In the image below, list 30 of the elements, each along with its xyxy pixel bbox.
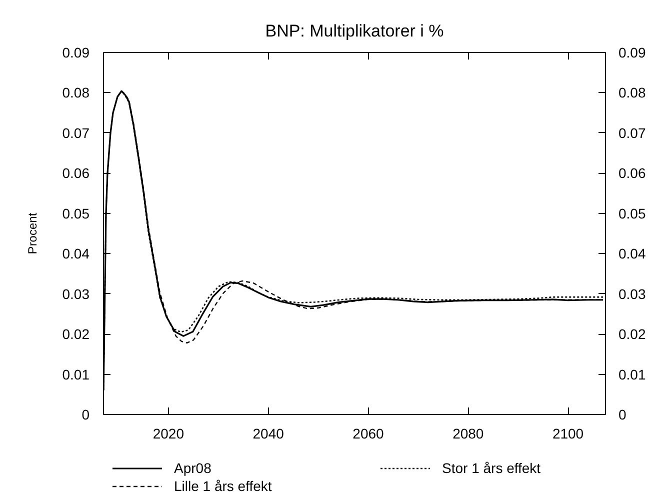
y-tick-label: 0.02 <box>62 326 90 342</box>
y-tick-label: 0 <box>82 406 90 422</box>
legend-label: Apr08 <box>174 460 212 476</box>
y-tick-label: 0.09 <box>62 44 90 60</box>
y2-tick-label: 0.03 <box>618 286 646 302</box>
y2-tick-label: 0.05 <box>618 205 646 222</box>
x-tick-label: 2080 <box>452 426 484 442</box>
legend-label: Stor 1 års effekt <box>442 460 542 476</box>
y-tick-label: 0.07 <box>62 124 90 141</box>
y2-tick-label: 0 <box>618 406 626 422</box>
x-tick-label: 2100 <box>552 426 584 442</box>
y-tick-label: 0.03 <box>62 286 90 302</box>
y-tick-label: 0.05 <box>62 205 90 222</box>
y-tick-label: 0.08 <box>62 84 90 101</box>
y2-tick-label: 0.07 <box>618 124 646 141</box>
chart-title: BNP: Multiplikatorer i % <box>265 22 444 40</box>
y-tick-label: 0.06 <box>62 165 90 182</box>
y2-tick-label: 0.01 <box>618 366 646 382</box>
y-axis-title: Procent <box>25 212 40 254</box>
y-tick-label: 0.01 <box>62 366 90 382</box>
y2-tick-label: 0.09 <box>618 44 646 60</box>
y-tick-label: 0.04 <box>62 246 90 262</box>
y2-tick-label: 0.02 <box>618 326 646 342</box>
y2-tick-label: 0.08 <box>618 84 646 101</box>
x-tick-label: 2060 <box>352 426 384 442</box>
legend-label: Lille 1 års effekt <box>174 478 273 494</box>
y2-tick-label: 0.04 <box>618 246 646 262</box>
y2-tick-label: 0.06 <box>618 165 646 182</box>
x-tick-label: 2020 <box>152 426 184 442</box>
x-tick-label: 2040 <box>252 426 284 442</box>
